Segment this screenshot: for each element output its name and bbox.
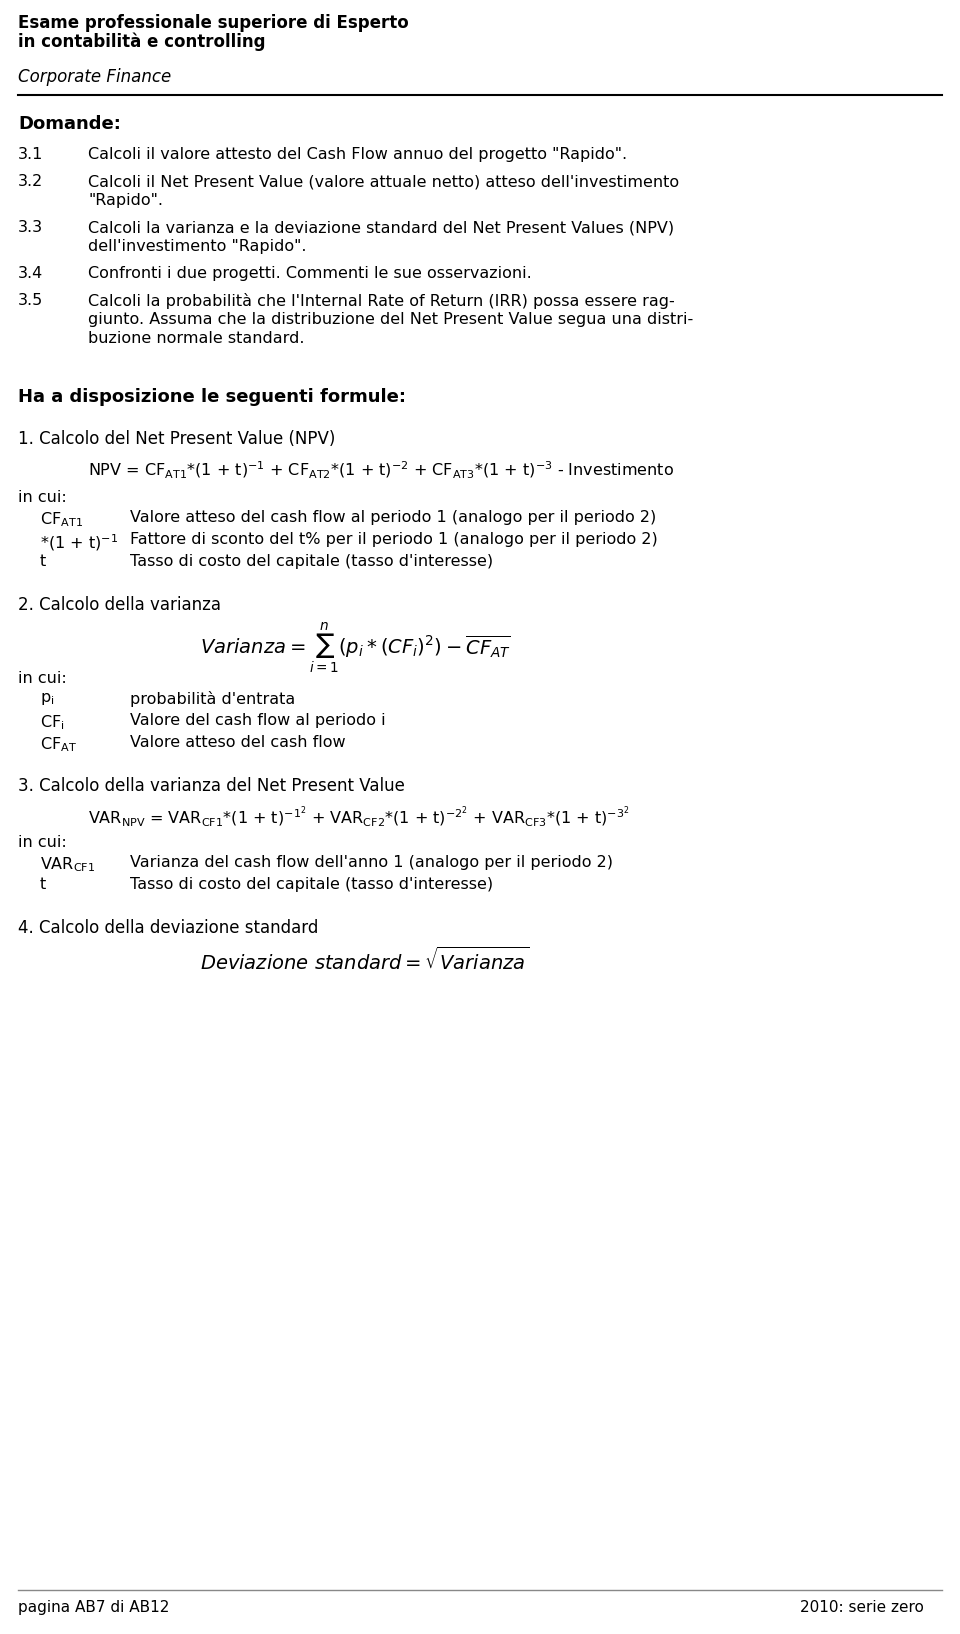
- Text: pagina AB7 di AB12: pagina AB7 di AB12: [18, 1600, 169, 1614]
- Text: 3.2: 3.2: [18, 173, 43, 190]
- Text: "Rapido".: "Rapido".: [88, 193, 163, 208]
- Text: *(1 + t)$^{-1}$: *(1 + t)$^{-1}$: [40, 533, 118, 552]
- Text: Tasso di costo del capitale (tasso d'interesse): Tasso di costo del capitale (tasso d'int…: [130, 877, 493, 892]
- Text: 3.4: 3.4: [18, 266, 43, 281]
- Text: t: t: [40, 877, 46, 892]
- Text: Valore del cash flow al periodo i: Valore del cash flow al periodo i: [130, 712, 386, 729]
- Text: buzione normale standard.: buzione normale standard.: [88, 332, 304, 346]
- Text: Domande:: Domande:: [18, 114, 121, 132]
- Text: VAR$_{\mathrm{CF1}}$: VAR$_{\mathrm{CF1}}$: [40, 855, 95, 874]
- Text: t: t: [40, 554, 46, 569]
- Text: VAR$_{\mathrm{NPV}}$ = VAR$_{\mathrm{CF1}}$*(1 + t)$^{-1^2}$ + VAR$_{\mathrm{CF2: VAR$_{\mathrm{NPV}}$ = VAR$_{\mathrm{CF1…: [88, 806, 630, 830]
- Text: Varianza del cash flow dell'anno 1 (analogo per il periodo 2): Varianza del cash flow dell'anno 1 (anal…: [130, 855, 613, 869]
- Text: in cui:: in cui:: [18, 490, 67, 505]
- Text: in contabilità e controlling: in contabilità e controlling: [18, 33, 266, 51]
- Text: $Varianza = \sum_{i=1}^{n} (p_i * (CF_i)^2) - \overline{CF_{AT}}$: $Varianza = \sum_{i=1}^{n} (p_i * (CF_i)…: [200, 621, 511, 676]
- Text: 4. Calcolo della deviazione standard: 4. Calcolo della deviazione standard: [18, 918, 319, 936]
- Text: $Deviazione\ standard = \sqrt{Varianza}$: $Deviazione\ standard = \sqrt{Varianza}$: [200, 948, 529, 974]
- Text: 1. Calcolo del Net Present Value (NPV): 1. Calcolo del Net Present Value (NPV): [18, 430, 335, 448]
- Text: p$_{\mathrm{i}}$: p$_{\mathrm{i}}$: [40, 691, 55, 708]
- Text: CF$_{\mathrm{AT1}}$: CF$_{\mathrm{AT1}}$: [40, 510, 83, 529]
- Text: CF$_{\mathrm{i}}$: CF$_{\mathrm{i}}$: [40, 712, 64, 732]
- Text: Corporate Finance: Corporate Finance: [18, 69, 171, 87]
- Text: Confronti i due progetti. Commenti le sue osservazioni.: Confronti i due progetti. Commenti le su…: [88, 266, 532, 281]
- Text: Fattore di sconto del t% per il periodo 1 (analogo per il periodo 2): Fattore di sconto del t% per il periodo …: [130, 533, 658, 547]
- Text: 2010: serie zero: 2010: serie zero: [800, 1600, 924, 1614]
- Text: 2. Calcolo della varianza: 2. Calcolo della varianza: [18, 596, 221, 614]
- Text: Calcoli il valore attesto del Cash Flow annuo del progetto "Rapido".: Calcoli il valore attesto del Cash Flow …: [88, 147, 627, 162]
- Text: giunto. Assuma che la distribuzione del Net Present Value segua una distri-: giunto. Assuma che la distribuzione del …: [88, 312, 693, 327]
- Text: Ha a disposizione le seguenti formule:: Ha a disposizione le seguenti formule:: [18, 387, 406, 405]
- Text: CF$_{\mathrm{AT}}$: CF$_{\mathrm{AT}}$: [40, 735, 77, 753]
- Text: Calcoli la probabilità che l'Internal Rate of Return (IRR) possa essere rag-: Calcoli la probabilità che l'Internal Ra…: [88, 292, 675, 309]
- Text: probabilità d'entrata: probabilità d'entrata: [130, 691, 296, 708]
- Text: Tasso di costo del capitale (tasso d'interesse): Tasso di costo del capitale (tasso d'int…: [130, 554, 493, 569]
- Text: Calcoli la varianza e la deviazione standard del Net Present Values (NPV): Calcoli la varianza e la deviazione stan…: [88, 221, 674, 235]
- Text: 3.1: 3.1: [18, 147, 43, 162]
- Text: Valore atteso del cash flow: Valore atteso del cash flow: [130, 735, 346, 750]
- Text: Valore atteso del cash flow al periodo 1 (analogo per il periodo 2): Valore atteso del cash flow al periodo 1…: [130, 510, 657, 525]
- Text: NPV = CF$_{\mathrm{AT1}}$*(1 + t)$^{-1}$ + CF$_{\mathrm{AT2}}$*(1 + t)$^{-2}$ + : NPV = CF$_{\mathrm{AT1}}$*(1 + t)$^{-1}$…: [88, 461, 674, 480]
- Text: dell'investimento "Rapido".: dell'investimento "Rapido".: [88, 239, 306, 253]
- Text: 3.5: 3.5: [18, 292, 43, 307]
- Text: 3. Calcolo della varianza del Net Present Value: 3. Calcolo della varianza del Net Presen…: [18, 778, 405, 796]
- Text: Esame professionale superiore di Esperto: Esame professionale superiore di Esperto: [18, 15, 409, 33]
- Text: 3.3: 3.3: [18, 221, 43, 235]
- Text: Calcoli il Net Present Value (valore attuale netto) atteso dell'investimento: Calcoli il Net Present Value (valore att…: [88, 173, 679, 190]
- Text: in cui:: in cui:: [18, 672, 67, 686]
- Text: in cui:: in cui:: [18, 835, 67, 850]
